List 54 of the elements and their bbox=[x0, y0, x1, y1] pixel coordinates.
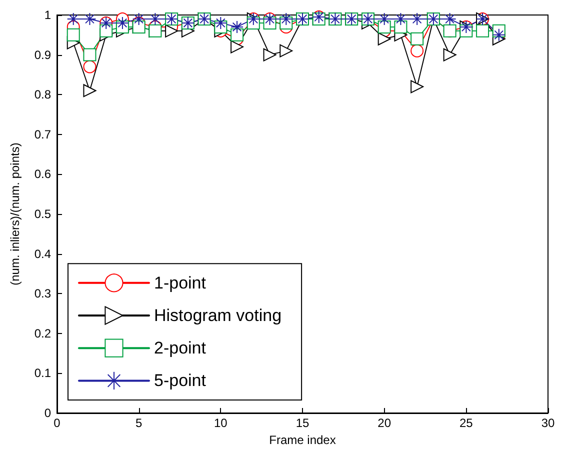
legend-label: Histogram voting bbox=[154, 306, 282, 325]
x-tick-label: 10 bbox=[214, 416, 228, 430]
point bbox=[378, 20, 391, 34]
x-tick-label: 5 bbox=[135, 416, 142, 430]
point bbox=[83, 84, 96, 98]
x-tick-label: 25 bbox=[459, 416, 474, 430]
point bbox=[280, 44, 293, 58]
point bbox=[410, 44, 424, 58]
x-axis-title: Frame index bbox=[269, 432, 336, 447]
point bbox=[83, 48, 96, 62]
y-axis-title: (num. inliers)/(num. points) bbox=[8, 142, 22, 286]
y-tick-label: 0.3 bbox=[34, 286, 52, 301]
point bbox=[66, 12, 80, 26]
x-tick-label: 0 bbox=[54, 416, 61, 430]
point bbox=[165, 24, 178, 38]
point bbox=[443, 12, 456, 26]
point bbox=[443, 48, 456, 62]
point bbox=[263, 48, 276, 62]
point bbox=[116, 16, 129, 30]
point bbox=[66, 28, 80, 42]
point bbox=[378, 32, 391, 46]
x-tick-label: 30 bbox=[541, 416, 555, 430]
point bbox=[280, 12, 293, 26]
legend-label: 2-point bbox=[154, 338, 206, 358]
legend-label: 1-point bbox=[154, 273, 206, 292]
point bbox=[132, 12, 146, 26]
point bbox=[230, 20, 244, 34]
point bbox=[410, 12, 424, 26]
y-tick-label: 0.2 bbox=[34, 326, 52, 340]
point bbox=[100, 24, 113, 38]
y-tick-label: 0.8 bbox=[34, 88, 52, 102]
point bbox=[476, 24, 490, 38]
point bbox=[394, 12, 408, 26]
point bbox=[394, 20, 408, 34]
y-tick-label: 0 bbox=[44, 406, 52, 420]
y-tick-label: 0.6 bbox=[34, 167, 52, 182]
point bbox=[410, 80, 424, 94]
point bbox=[230, 40, 244, 54]
y-tick-label: 1 bbox=[44, 8, 52, 22]
point bbox=[214, 16, 228, 30]
legend-label: 5-point bbox=[154, 371, 206, 390]
x-tick-label: 20 bbox=[378, 416, 392, 430]
point bbox=[230, 28, 244, 42]
y-tick-label: 0.4 bbox=[34, 246, 52, 261]
point bbox=[83, 60, 96, 74]
y-tick-label: 0.9 bbox=[34, 48, 52, 62]
point bbox=[148, 12, 162, 26]
y-tick-label: 0.5 bbox=[34, 207, 52, 221]
point bbox=[378, 12, 391, 26]
point bbox=[410, 32, 424, 46]
y-tick-label: 0.7 bbox=[34, 127, 52, 142]
x-tick-label: 15 bbox=[296, 416, 310, 430]
point bbox=[83, 12, 96, 26]
y-tick-label: 0.1 bbox=[34, 366, 52, 380]
